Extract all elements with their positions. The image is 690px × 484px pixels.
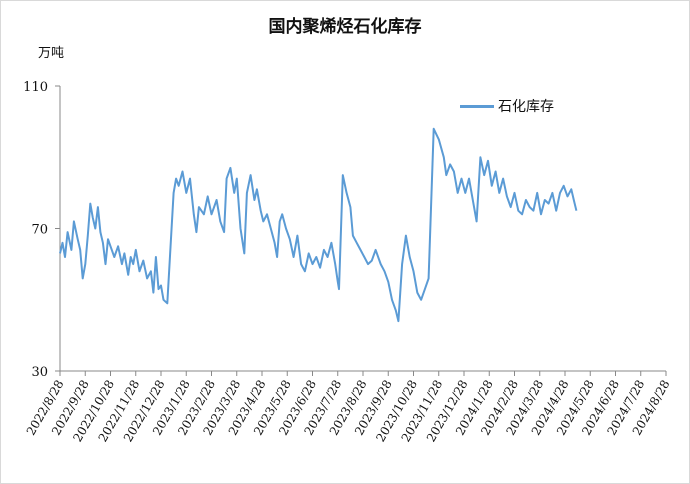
chart-title: 国内聚烯烃石化库存 [268,17,422,37]
legend-swatch [460,104,494,108]
chart-legend: 石化库存 [460,96,554,116]
series-line [59,127,578,323]
y-tick-label: 30 [31,365,48,380]
y-tick-label: 110 [23,80,48,95]
y-axis-unit: 万吨 [38,46,65,61]
legend-label: 石化库存 [498,99,554,115]
y-tick-label: 70 [31,223,48,238]
